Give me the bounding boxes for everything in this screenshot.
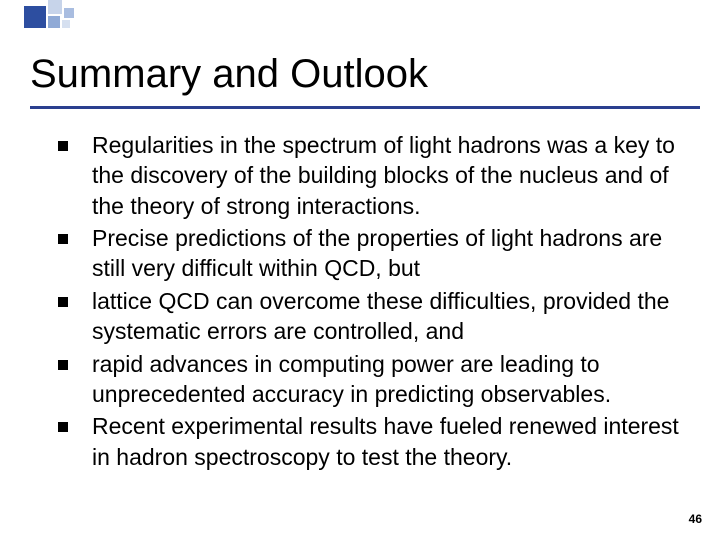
list-item-text: Regularities in the spectrum of light ha… bbox=[92, 130, 680, 221]
square-bullet-icon bbox=[58, 234, 68, 244]
square-bullet-icon bbox=[58, 297, 68, 307]
list-item: Regularities in the spectrum of light ha… bbox=[58, 130, 680, 221]
page-number: 46 bbox=[689, 512, 702, 526]
list-item: lattice QCD can overcome these difficult… bbox=[58, 286, 680, 347]
list-item-text: Precise predictions of the properties of… bbox=[92, 223, 680, 284]
square-bullet-icon bbox=[58, 422, 68, 432]
list-item-text: Recent experimental results have fueled … bbox=[92, 411, 680, 472]
title-underline bbox=[30, 106, 700, 109]
list-item-text: rapid advances in computing power are le… bbox=[92, 349, 680, 410]
slide-title: Summary and Outlook bbox=[30, 52, 428, 97]
list-item-text: lattice QCD can overcome these difficult… bbox=[92, 286, 680, 347]
list-item: Recent experimental results have fueled … bbox=[58, 411, 680, 472]
bullet-list: Regularities in the spectrum of light ha… bbox=[58, 130, 680, 474]
square-bullet-icon bbox=[58, 141, 68, 151]
square-bullet-icon bbox=[58, 360, 68, 370]
list-item: Precise predictions of the properties of… bbox=[58, 223, 680, 284]
corner-decoration bbox=[24, 0, 104, 34]
list-item: rapid advances in computing power are le… bbox=[58, 349, 680, 410]
